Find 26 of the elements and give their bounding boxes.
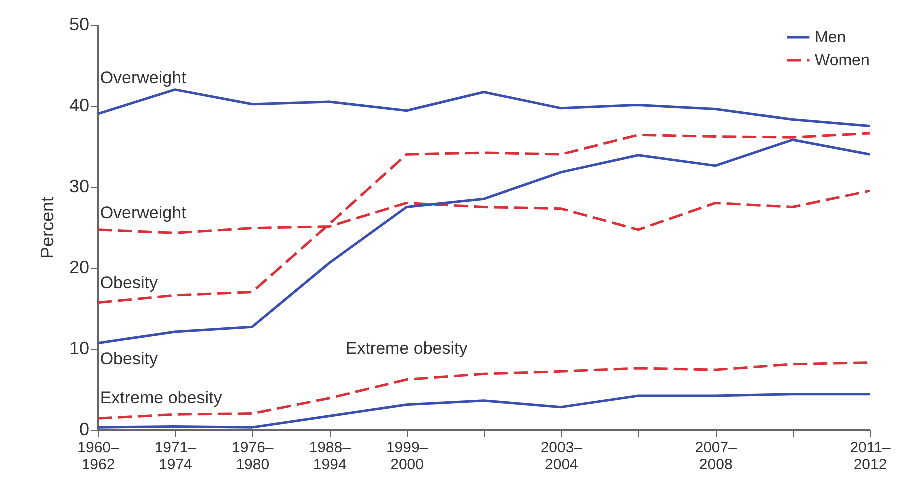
- y-tick-label: 30: [69, 176, 90, 196]
- line-series: [96, 393, 872, 429]
- line-series: [96, 132, 872, 304]
- line-series: [96, 88, 872, 128]
- y-axis-title: Percent: [37, 196, 58, 260]
- y-tick-label: 10: [69, 338, 90, 358]
- x-tick-label: 2007–2008: [695, 440, 738, 474]
- y-tick-label: 20: [69, 258, 90, 278]
- x-tick-label: 2011–2012: [850, 440, 892, 474]
- x-tick-label: 1988–1994: [309, 440, 352, 474]
- x-tick-label: 1999–2000: [386, 440, 429, 474]
- y-tick-label: 50: [69, 14, 90, 34]
- annotation: Obesity: [100, 273, 158, 292]
- x-tick-label: 1971–1974: [154, 440, 198, 474]
- annotation: Overweight: [100, 204, 187, 223]
- y-tick-label: 40: [69, 96, 90, 116]
- x-tick-label: 1976–1980: [232, 440, 274, 474]
- x-tick-label: 1960–1962: [78, 440, 120, 474]
- legend-label: Men: [815, 30, 846, 46]
- annotation: Extreme obesity: [100, 388, 223, 408]
- y-tick-label: 0: [79, 420, 90, 440]
- x-tick-label: 2003–2004: [540, 440, 584, 474]
- legend-label: Women: [815, 52, 870, 70]
- annotation: Overweight: [100, 68, 187, 88]
- annotation: Extreme obesity: [346, 339, 468, 358]
- annotation: Obesity: [100, 350, 158, 369]
